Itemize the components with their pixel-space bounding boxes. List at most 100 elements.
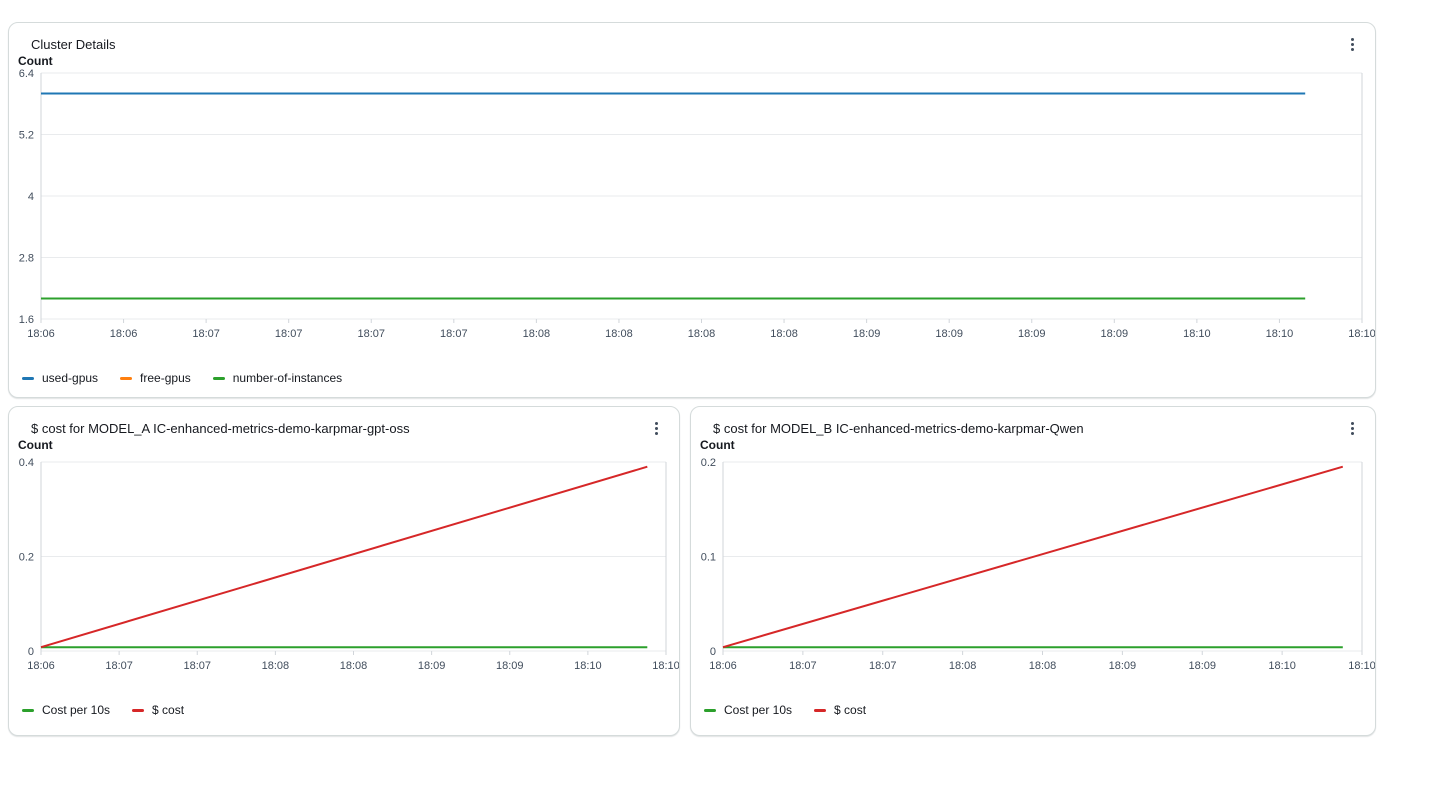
chart-legend: Cost per 10s $ cost xyxy=(704,703,1365,717)
legend-label: $ cost xyxy=(152,703,185,717)
x-tick-label: 18:07 xyxy=(357,328,385,340)
legend-item-used-gpus[interactable]: used-gpus xyxy=(22,371,98,385)
widget-title: $ cost for MODEL_B IC-enhanced-metrics-d… xyxy=(713,420,1084,436)
x-tick-label: 18:09 xyxy=(1109,660,1137,672)
kebab-dot xyxy=(1350,431,1354,435)
kebab-dot xyxy=(1350,42,1354,46)
chart-plot-area[interactable]: 0.2 0.1 0 18:06 18:07 18:07 18:08 18:08 18:09 18:… xyxy=(691,458,1375,677)
x-tick-label: 18:08 xyxy=(605,328,633,340)
legend-item-cost[interactable]: $ cost xyxy=(132,703,184,717)
legend-swatch-icon xyxy=(132,708,145,712)
legend-item-free-gpus[interactable]: free-gpus xyxy=(120,371,191,385)
y-tick-label: 0.1 xyxy=(701,552,716,564)
widget-title: $ cost for MODEL_A IC-enhanced-metrics-d… xyxy=(31,420,410,436)
x-tick-label: 18:10 xyxy=(1266,328,1294,340)
chart-legend: used-gpus free-gpus number-of-instances xyxy=(22,371,1365,385)
kebab-dot xyxy=(1350,421,1354,425)
x-tick-label: 18:06 xyxy=(27,328,55,340)
x-tick-label: 18:08 xyxy=(949,660,977,672)
legend-item-cost-per-10s[interactable]: Cost per 10s xyxy=(704,703,792,717)
x-tick-label: 18:08 xyxy=(770,328,798,340)
x-tick-label: 18:06 xyxy=(27,660,55,672)
chart-cost-model-a[interactable]: 0.4 0.2 0 18:06 18:07 18:07 18:08 18:08 18:09 18:… xyxy=(9,458,679,677)
x-tick-label: 18:09 xyxy=(1188,660,1216,672)
kebab-menu-icon[interactable] xyxy=(1339,415,1365,441)
y-tick-label: 0 xyxy=(28,646,34,658)
legend-label: used-gpus xyxy=(42,371,99,385)
x-tick-label: 18:09 xyxy=(1018,328,1046,340)
x-tick-label: 18:10 xyxy=(1268,660,1296,672)
y-axis-unit-label: Count xyxy=(700,438,735,452)
x-tick-label: 18:07 xyxy=(192,328,220,340)
kebab-dot xyxy=(654,431,658,435)
x-tick-label: 18:07 xyxy=(183,660,211,672)
x-tick-label: 18:09 xyxy=(1101,328,1129,340)
widget-cost-model-a: $ cost for MODEL_A IC-enhanced-metrics-d… xyxy=(8,406,680,736)
legend-swatch-icon xyxy=(814,708,827,712)
x-tick-label: 18:07 xyxy=(789,660,817,672)
x-tick-label: 18:10 xyxy=(652,660,679,672)
legend-swatch-icon xyxy=(212,376,225,380)
legend-swatch-icon xyxy=(22,376,34,380)
x-tick-label: 18:08 xyxy=(340,660,368,672)
y-tick-label: 0.2 xyxy=(19,552,34,564)
legend-item-cost-per-10s[interactable]: Cost per 10s xyxy=(22,703,110,717)
x-tick-label: 18:10 xyxy=(1183,328,1211,340)
y-tick-label: 0.4 xyxy=(19,458,34,469)
chart-cost-model-b[interactable]: 0.2 0.1 0 18:06 18:07 18:07 18:08 18:08 18:09 18:… xyxy=(691,458,1375,677)
widget-cost-model-b: $ cost for MODEL_B IC-enhanced-metrics-d… xyxy=(690,406,1376,736)
legend-label: Cost per 10s xyxy=(42,703,111,717)
chart-plot-area[interactable]: 0.4 0.2 0 18:06 18:07 18:07 18:08 18:08 18:09 18:… xyxy=(9,458,679,677)
x-tick-label: 18:07 xyxy=(869,660,897,672)
legend-item-number-of-instances[interactable]: number-of-instances xyxy=(212,371,343,385)
kebab-menu-icon[interactable] xyxy=(643,415,669,441)
kebab-dot xyxy=(654,421,658,425)
chart-legend: Cost per 10s $ cost xyxy=(22,703,669,717)
widget-header: $ cost for MODEL_B IC-enhanced-metrics-d… xyxy=(713,415,1365,441)
y-tick-label: 2.8 xyxy=(19,253,34,265)
x-tick-label: 18:08 xyxy=(262,660,290,672)
x-tick-label: 18:08 xyxy=(1029,660,1057,672)
legend-label: free-gpus xyxy=(140,371,191,385)
x-tick-label: 18:07 xyxy=(440,328,468,340)
y-tick-label: 4 xyxy=(28,191,34,203)
y-tick-label: 0 xyxy=(710,646,716,658)
kebab-dot xyxy=(1350,426,1354,430)
x-tick-label: 18:08 xyxy=(523,328,551,340)
widget-header: Cluster Details xyxy=(31,31,1365,57)
x-tick-label: 18:09 xyxy=(853,328,881,340)
legend-swatch-icon xyxy=(704,708,716,712)
x-tick-label: 18:07 xyxy=(105,660,133,672)
x-tick-label: 18:10 xyxy=(1348,328,1375,340)
x-tick-label: 18:09 xyxy=(496,660,524,672)
x-tick-label: 18:10 xyxy=(574,660,602,672)
kebab-dot xyxy=(654,426,658,430)
y-tick-label: 0.2 xyxy=(701,458,716,469)
legend-label: number-of-instances xyxy=(232,371,343,385)
kebab-menu-icon[interactable] xyxy=(1339,31,1365,57)
x-tick-label: 18:07 xyxy=(275,328,303,340)
y-axis-unit-label: Count xyxy=(18,54,53,68)
legend-label: $ cost xyxy=(834,703,867,717)
x-tick-label: 18:10 xyxy=(1348,660,1375,672)
y-tick-label: 5.2 xyxy=(19,130,34,142)
chart-plot-area[interactable]: 6.4 5.2 4 2.8 1.6 18:06 18:06 18:07 18:07 18:07 18… xyxy=(9,69,1375,345)
y-tick-label: 1.6 xyxy=(19,314,34,326)
chart-cluster-details[interactable]: 6.4 5.2 4 2.8 1.6 18:06 18:06 18:07 18:07 18:07 18… xyxy=(9,69,1375,345)
widget-cluster-details: Cluster Details Count 6.4 5.2 4 2.8 1.6 18:06… xyxy=(8,22,1376,398)
y-axis-unit-label: Count xyxy=(18,438,53,452)
x-tick-label: 18:09 xyxy=(418,660,446,672)
x-tick-label: 18:08 xyxy=(688,328,716,340)
legend-label: Cost per 10s xyxy=(724,703,793,717)
series-line-cost xyxy=(722,465,1344,649)
legend-swatch-icon xyxy=(22,708,34,712)
legend-item-cost[interactable]: $ cost xyxy=(814,703,866,717)
y-tick-label: 6.4 xyxy=(19,69,34,80)
x-tick-label: 18:06 xyxy=(110,328,138,340)
x-tick-label: 18:09 xyxy=(935,328,963,340)
x-tick-label: 18:06 xyxy=(709,660,737,672)
widget-title: Cluster Details xyxy=(31,36,116,52)
series-line-cost xyxy=(40,465,648,649)
kebab-dot xyxy=(1350,47,1354,51)
